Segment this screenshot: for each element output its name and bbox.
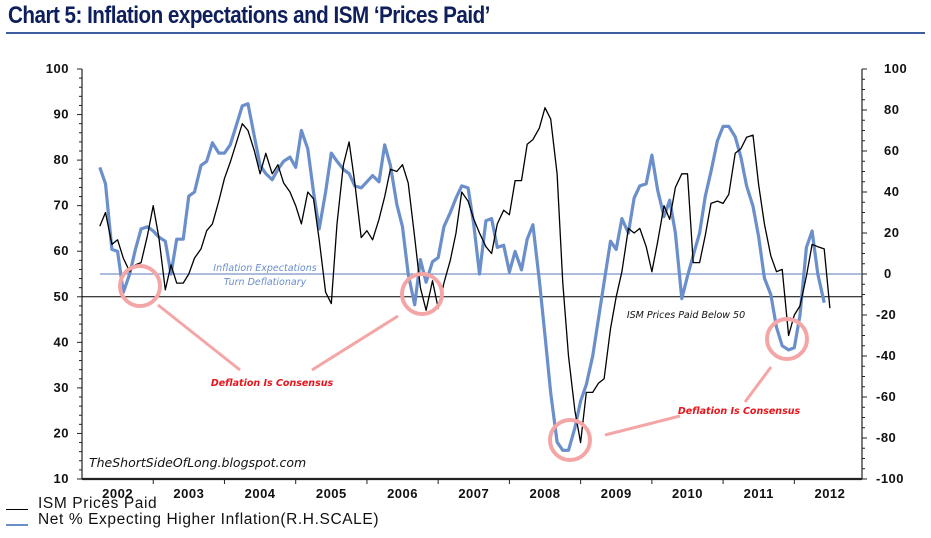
legend: ISM Prices Paid Net % Expecting Higher I…: [6, 495, 380, 529]
left-tick-label: 90: [54, 107, 69, 122]
highlights-group: [118, 264, 809, 462]
right-tick-label: 20: [884, 225, 899, 240]
right-tick-label: -100: [876, 471, 904, 486]
right-tick-label: 60: [884, 143, 899, 158]
x-tick-label: 2009: [601, 486, 632, 501]
highlight-circle-2008: [548, 418, 592, 462]
watermark: TheShortSideOfLong.blogspot.com: [89, 455, 306, 470]
left-tick-label: 10: [54, 471, 69, 486]
annotation-consensus-right: Deflation Is Consensus: [678, 406, 801, 417]
x-tick-label: 2010: [672, 486, 703, 501]
connector-right-a: [604, 414, 681, 437]
x-tick-label: 2004: [245, 486, 276, 501]
x-tick-label: 2002: [102, 486, 133, 501]
left-tick-label: 80: [54, 152, 69, 167]
right-axis: -100 -80 -60 -40 -20 0 20 40 60 80 100: [861, 61, 907, 486]
x-tick-label: 2011: [744, 486, 774, 501]
left-tick-label: 20: [54, 425, 69, 440]
x-tick-label: 2003: [173, 486, 204, 501]
x-tick-label: 2005: [316, 486, 347, 501]
left-tick-label: 40: [54, 334, 69, 349]
connector-right-b: [743, 366, 773, 403]
highlight-circle-2011: [765, 317, 809, 361]
legend-item-expectations: Net % Expecting Higher Inflation(R.H.SCA…: [6, 511, 380, 529]
left-tick-label: 30: [54, 380, 69, 395]
right-tick-label: -60: [876, 389, 896, 404]
legend-label-ism: ISM Prices Paid: [38, 495, 158, 512]
legend-item-ism: ISM Prices Paid: [6, 495, 379, 513]
title-underline: [6, 32, 925, 34]
legend-label-expectations: Net % Expecting Higher Inflation(R.H.SCA…: [38, 511, 380, 528]
series-line-expectations: [98, 102, 826, 452]
reference-lines: [82, 273, 862, 298]
x-tick-label: 2006: [387, 486, 418, 501]
right-tick-label: -20: [876, 307, 896, 322]
highlight-circle-2002: [118, 264, 162, 308]
annotation-deflationary-line2: Turn Deflationary: [224, 277, 307, 288]
right-tick-label: 80: [884, 102, 899, 117]
left-axis: 10 20 30 40 50 60 70 80 90 100: [46, 61, 83, 486]
x-tick-label: 2007: [458, 486, 489, 501]
legend-swatch-ism: [6, 509, 28, 510]
series-group: [98, 102, 831, 452]
legend-swatch-expectations: [6, 524, 28, 526]
right-tick-label: -80: [876, 430, 896, 445]
left-tick-label: 100: [46, 61, 69, 76]
highlight-circle-2006: [400, 272, 444, 316]
left-tick-label: 50: [54, 289, 69, 304]
left-tick-label: 70: [54, 198, 69, 213]
left-tick-label: 60: [54, 243, 69, 258]
right-tick-label: 0: [884, 266, 892, 281]
x-axis: 2002 2003 2004 2005 2006 2007 2008 2009 2010 2011…: [82, 477, 862, 501]
series-line-ism: [99, 107, 831, 444]
annotation-consensus-left: Deflation Is Consensus: [211, 378, 334, 389]
chart-title: Chart 5: Inflation expectations and ISM …: [8, 2, 490, 29]
connector-left-a: [157, 303, 241, 372]
x-tick-label: 2008: [530, 486, 561, 501]
annotation-deflationary-line1: Inflation Expectations: [213, 263, 316, 274]
right-tick-label: 100: [884, 61, 907, 76]
right-tick-label: 40: [884, 184, 899, 199]
right-tick-label: -40: [876, 348, 896, 363]
x-tick-label: 2012: [814, 486, 845, 501]
connector-left-b: [311, 314, 399, 372]
annotation-ism-below-50: ISM Prices Paid Below 50: [627, 310, 745, 321]
